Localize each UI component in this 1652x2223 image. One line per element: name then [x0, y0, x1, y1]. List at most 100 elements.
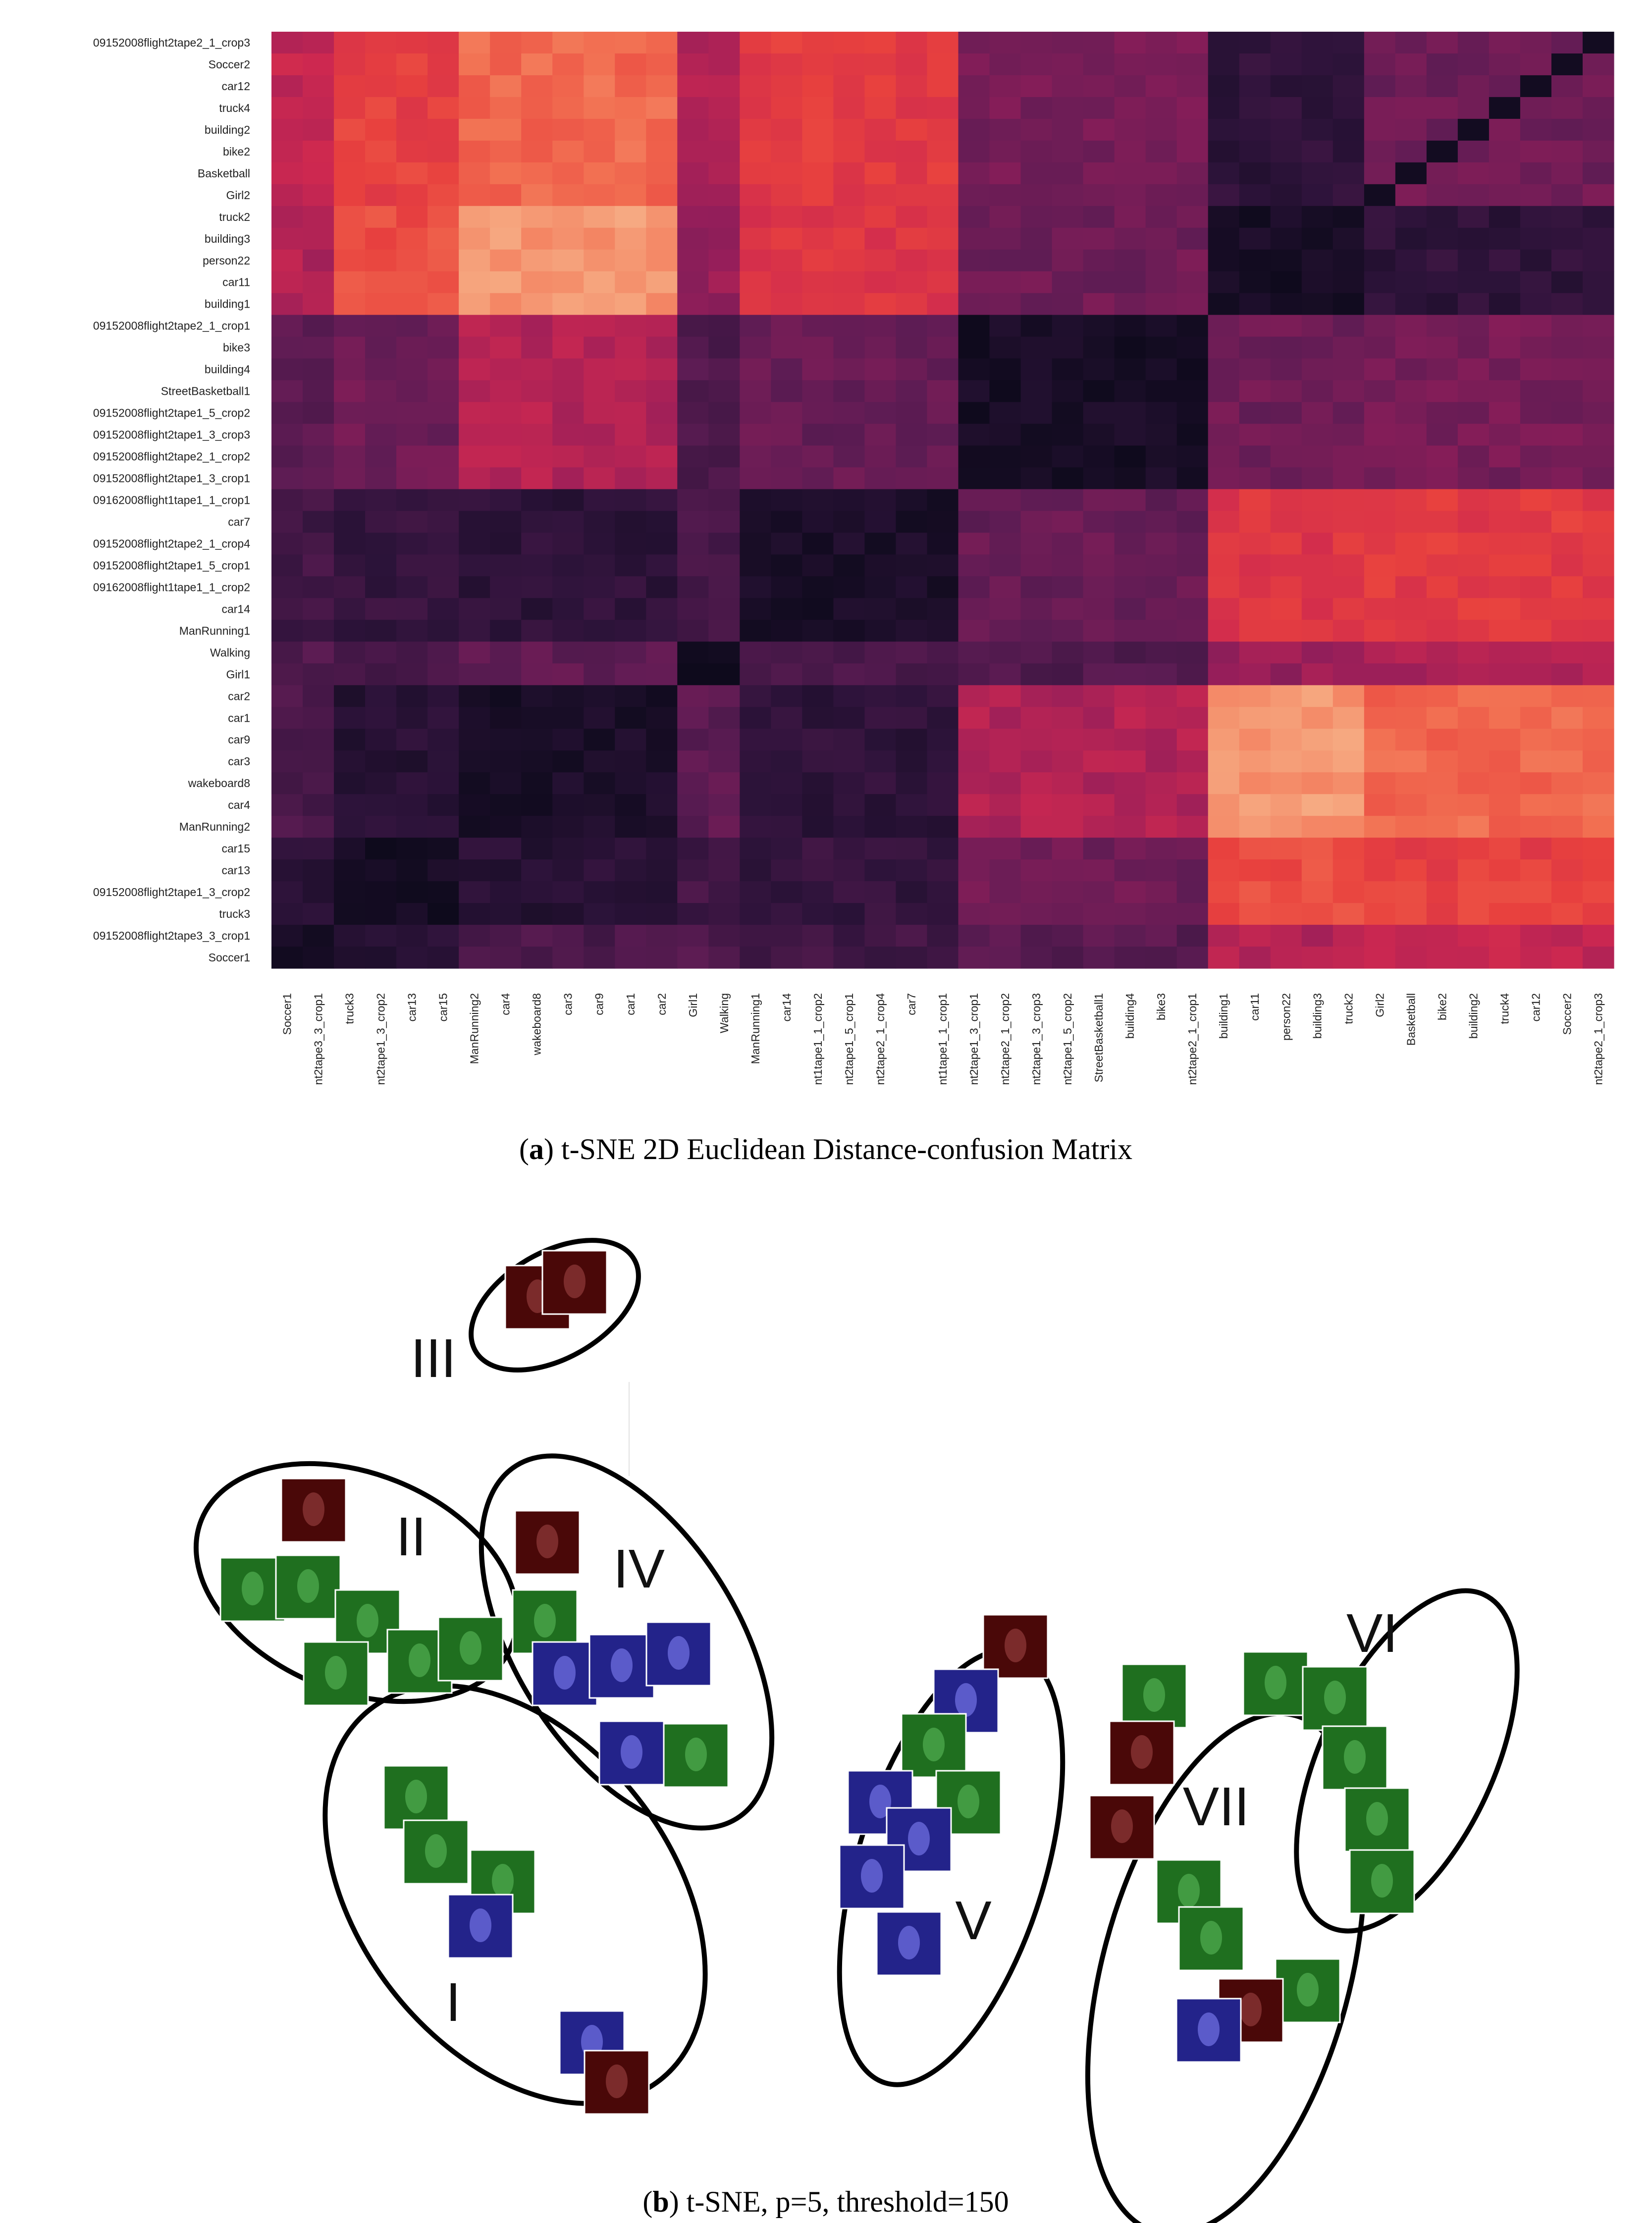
heatmap-cell [740, 750, 771, 773]
heatmap-cell [490, 772, 522, 794]
tsne-thumbnail-blob [357, 1604, 378, 1638]
heatmap-cell [334, 576, 366, 598]
heatmap-cell [896, 750, 928, 773]
heatmap-cell [303, 554, 334, 577]
heatmap-cell [677, 925, 709, 947]
heatmap-cell [1052, 140, 1084, 163]
heatmap-cell [958, 947, 990, 969]
heatmap-cell [365, 32, 397, 54]
heatmap-cell [1052, 685, 1084, 707]
heatmap-cell [1301, 315, 1333, 337]
heatmap-cell [708, 947, 740, 969]
heatmap-cell [833, 315, 865, 337]
heatmap-cell [521, 271, 553, 294]
row-tick-label: building2 [205, 123, 250, 136]
heatmap-cell [490, 336, 522, 359]
heatmap-cell [802, 903, 834, 925]
heatmap-cell [1551, 184, 1583, 207]
heatmap-cell [1052, 315, 1084, 337]
heatmap-cell [1489, 249, 1521, 272]
heatmap-cell [708, 685, 740, 707]
cluster-label-III: III [411, 1328, 456, 1389]
column-tick-label: truck3 [343, 993, 356, 1024]
heatmap-cell [989, 707, 1021, 729]
tsne-thumbnail-blob [425, 1834, 447, 1868]
heatmap-cell [1489, 903, 1521, 925]
heatmap-cell [1551, 97, 1583, 119]
heatmap-cell [989, 32, 1021, 54]
heatmap-cell [427, 729, 459, 751]
heatmap-cell [989, 881, 1021, 903]
heatmap-cell [1020, 685, 1053, 707]
heatmap-cell [459, 707, 490, 729]
row-tick-label: truck2 [219, 211, 250, 223]
heatmap-cell [490, 576, 522, 598]
heatmap-cell [271, 881, 303, 903]
heatmap-cell [1457, 162, 1490, 185]
heatmap-cell [1239, 707, 1271, 729]
row-tick-label: 09152008flight2tape2_1_crop3 [93, 36, 250, 49]
heatmap-cell [1239, 271, 1271, 294]
heatmap-cell [740, 663, 771, 686]
cluster-ellipse-III [469, 1238, 641, 1373]
heatmap-cell [927, 729, 959, 751]
tsne-thumbnail-blob [1265, 1666, 1286, 1699]
heatmap-cell [1208, 620, 1240, 642]
heatmap-cell [303, 336, 334, 359]
heatmap-cell [1176, 271, 1209, 294]
heatmap-cell [1176, 249, 1209, 272]
heatmap-cell [896, 293, 928, 316]
heatmap-cell [1270, 532, 1302, 555]
heatmap-cell [427, 925, 459, 947]
heatmap-cell [1052, 750, 1084, 773]
heatmap-cell [1520, 685, 1552, 707]
heatmap-cell [1114, 794, 1146, 816]
heatmap-cell [1520, 554, 1552, 577]
heatmap-cell [396, 641, 428, 664]
heatmap-cell [708, 53, 740, 76]
heatmap-cell [989, 511, 1021, 533]
heatmap-cell [1083, 641, 1115, 664]
heatmap-cell [1301, 598, 1333, 620]
heatmap-cell [1457, 532, 1490, 555]
heatmap-cell [927, 859, 959, 882]
heatmap-cell [1551, 380, 1583, 403]
caption-b: (b) t-SNE, p=5, threshold=150 [642, 2185, 1009, 2218]
heatmap-cell [365, 227, 397, 250]
tsne-thumbnail-blob [303, 1492, 324, 1526]
heatmap-cell [1582, 947, 1614, 969]
heatmap-cell [615, 772, 646, 794]
heatmap-cell [1301, 227, 1333, 250]
heatmap-cell [334, 97, 366, 119]
heatmap-cell [1520, 816, 1552, 838]
heatmap-cell [1114, 206, 1146, 228]
heatmap-cell [552, 118, 584, 141]
heatmap-cell [271, 511, 303, 533]
heatmap-cell [490, 423, 522, 446]
heatmap-cell [396, 816, 428, 838]
heatmap-cell [334, 663, 366, 686]
heatmap-cell [427, 467, 459, 490]
heatmap-cell [1301, 750, 1333, 773]
heatmap-cell [1332, 794, 1365, 816]
heatmap-cell [1426, 423, 1458, 446]
heatmap-cell [1332, 903, 1365, 925]
heatmap-cell [1301, 532, 1333, 555]
heatmap-cell [521, 729, 553, 751]
heatmap-cell [677, 423, 709, 446]
heatmap-cell [552, 445, 584, 468]
heatmap-cell [1457, 641, 1490, 664]
heatmap-cell [1332, 947, 1365, 969]
heatmap-cell [1020, 162, 1053, 185]
heatmap-cell [1301, 925, 1333, 947]
heatmap-cell [677, 184, 709, 207]
heatmap-cell [1208, 750, 1240, 773]
heatmap-cell [1020, 707, 1053, 729]
heatmap-cell [958, 772, 990, 794]
heatmap-cell [584, 620, 615, 642]
heatmap-cell [1395, 423, 1427, 446]
heatmap-cell [677, 206, 709, 228]
heatmap-cell [459, 184, 490, 207]
heatmap-cell [864, 794, 897, 816]
heatmap-cell [958, 206, 990, 228]
